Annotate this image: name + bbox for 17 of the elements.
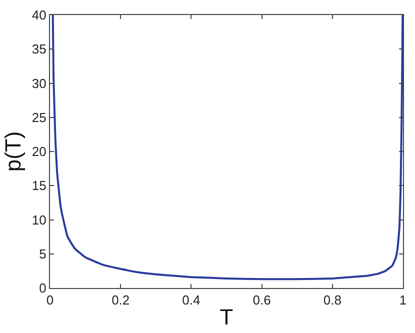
y-tick-label: 10 xyxy=(32,212,46,228)
x-tick-label: 0.6 xyxy=(252,292,271,308)
line-series xyxy=(52,15,403,280)
x-axis-title: T xyxy=(220,304,234,330)
y-tick-label: 40 xyxy=(32,8,46,23)
y-tick-label: 5 xyxy=(39,246,46,262)
y-tick-label: 15 xyxy=(32,178,46,194)
y-tick-label: 25 xyxy=(32,110,46,125)
y-tick-label: 20 xyxy=(32,144,46,160)
x-tick-label: 0.2 xyxy=(112,292,130,308)
y-tick-label: 30 xyxy=(32,76,46,91)
y-axis-title: p(T) xyxy=(0,131,26,172)
x-tick-label: 0.4 xyxy=(182,292,200,308)
x-tick-label: 1 xyxy=(399,292,407,308)
y-tick-label: 0 xyxy=(39,280,46,296)
y-tick-label: 35 xyxy=(32,42,46,57)
x-tick-label: 0.8 xyxy=(323,292,342,308)
